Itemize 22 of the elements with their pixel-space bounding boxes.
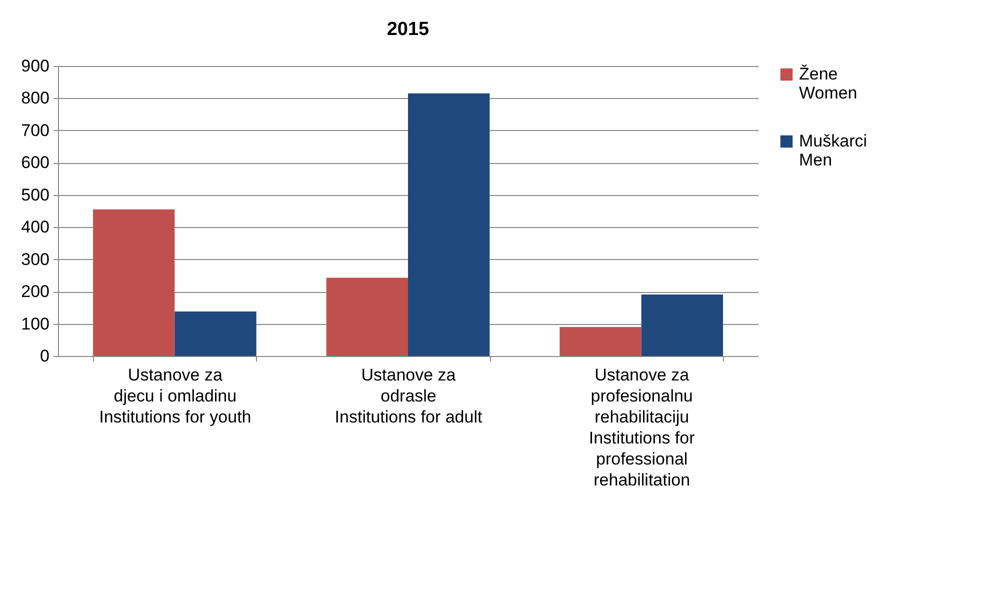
legend-label: Muškarci Men — [799, 132, 868, 170]
x-tick-label: Ustanove za odrasle Institutions for adult — [334, 366, 482, 426]
y-tick-label: 900 — [21, 56, 50, 76]
x-tick-label: Ustanove za djecu i omladinu Institutions for youth — [99, 366, 252, 426]
bar — [408, 93, 490, 356]
y-tick-label: 300 — [21, 250, 50, 269]
bar — [326, 278, 408, 356]
y-tick-label: 800 — [21, 88, 50, 108]
y-tick-label: 500 — [21, 185, 50, 204]
bar — [93, 209, 175, 356]
bar — [560, 327, 642, 356]
chart-title: 2015 — [386, 19, 430, 40]
bar — [174, 312, 256, 356]
y-tick-label: 600 — [21, 153, 50, 172]
bar — [641, 294, 723, 356]
x-tick-label: Ustanove za profesionalnu rehabilitaciju Institutions for professional rehabilitation — [588, 366, 696, 490]
y-tick-label: 400 — [21, 218, 50, 237]
legend-label: Žene Women — [799, 64, 858, 102]
y-tick-label: 200 — [21, 282, 50, 302]
y-tick-label: 100 — [21, 314, 50, 334]
y-tick-label: 0 — [40, 346, 50, 366]
y-tick-label: 700 — [21, 120, 50, 140]
